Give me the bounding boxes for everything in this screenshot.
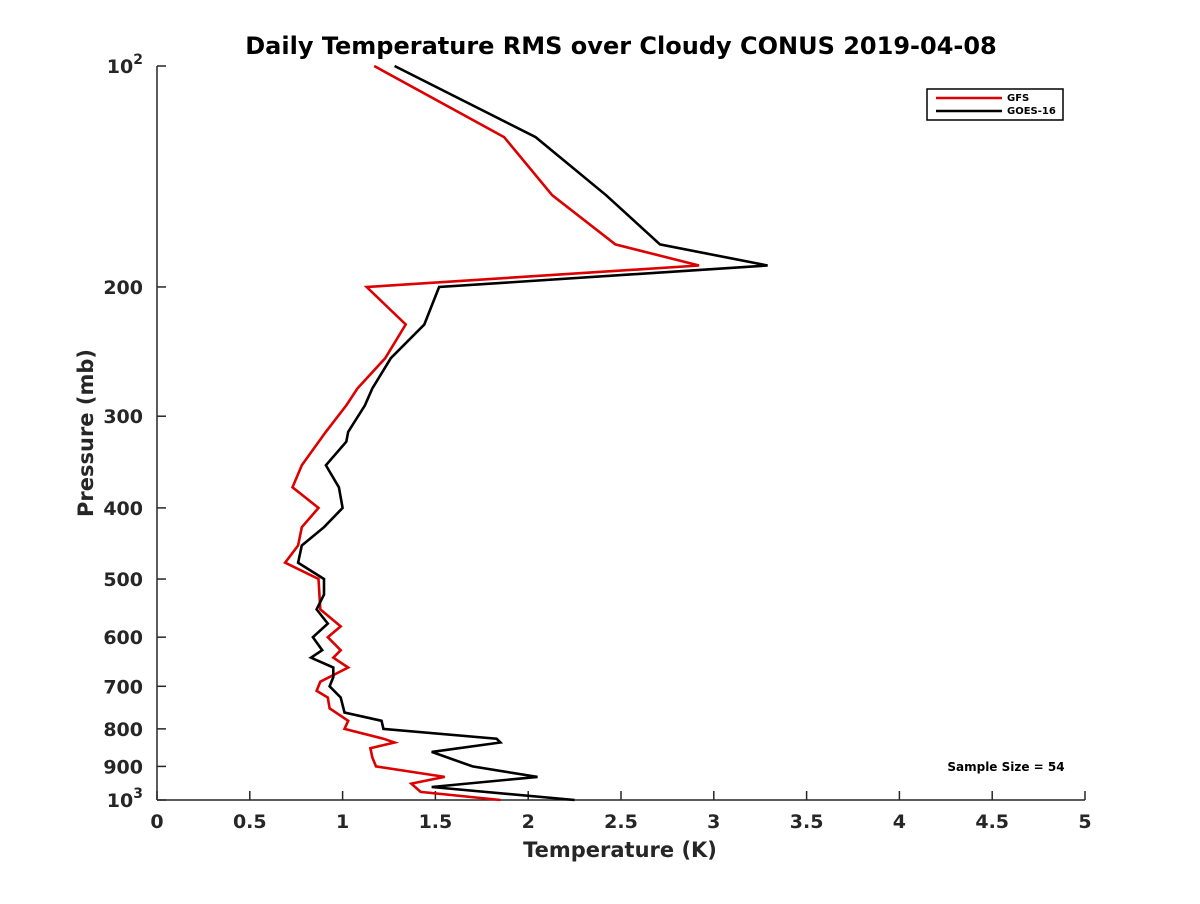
y-tick-label: 102 — [107, 52, 143, 78]
axes: 0 0.5 1 1.5 2 2.5 3 3.5 4 4.5 5 102 200 300 400 500 600 7… — [103, 52, 1091, 833]
y-tick-label: 103 — [107, 786, 143, 812]
y-tick-label: 300 — [103, 406, 143, 428]
y-tick-label: 600 — [103, 627, 143, 649]
legend-label-goes16: GOES-16 — [1007, 106, 1056, 117]
x-tick-label: 4.5 — [975, 811, 1009, 833]
y-tick-label: 400 — [103, 498, 143, 520]
x-tick-label: 3.5 — [790, 811, 824, 833]
y-tick-label: 500 — [103, 569, 143, 591]
y-tick-label: 700 — [103, 676, 143, 698]
y-tick-label: 900 — [103, 756, 143, 778]
x-axis-label: Temperature (K) — [523, 838, 717, 862]
y-axis-label: Pressure (mb) — [74, 349, 98, 517]
sample-size-annotation: Sample Size = 54 — [947, 760, 1064, 774]
series-line-goes16 — [296, 64, 768, 802]
x-tick-label: 0 — [150, 811, 163, 833]
series-line-gfs — [283, 64, 700, 802]
x-tick-label: 2.5 — [604, 811, 638, 833]
x-tick-label: 2 — [522, 811, 535, 833]
legend-box — [926, 88, 1064, 121]
legend[interactable]: GFS GOES-16 — [926, 88, 1064, 121]
x-tick-label: 5 — [1078, 811, 1091, 833]
x-tick-label: 3 — [707, 811, 720, 833]
x-tick-label: 4 — [893, 811, 906, 833]
y-tick-label: 800 — [103, 719, 143, 741]
legend-label-gfs: GFS — [1007, 93, 1029, 104]
plot-area — [283, 64, 768, 802]
chart-title: Daily Temperature RMS over Cloudy CONUS … — [245, 32, 997, 60]
x-tick-label: 1 — [336, 811, 349, 833]
x-tick-label: 1.5 — [419, 811, 453, 833]
y-tick-label: 200 — [103, 277, 143, 299]
x-tick-label: 0.5 — [233, 811, 267, 833]
